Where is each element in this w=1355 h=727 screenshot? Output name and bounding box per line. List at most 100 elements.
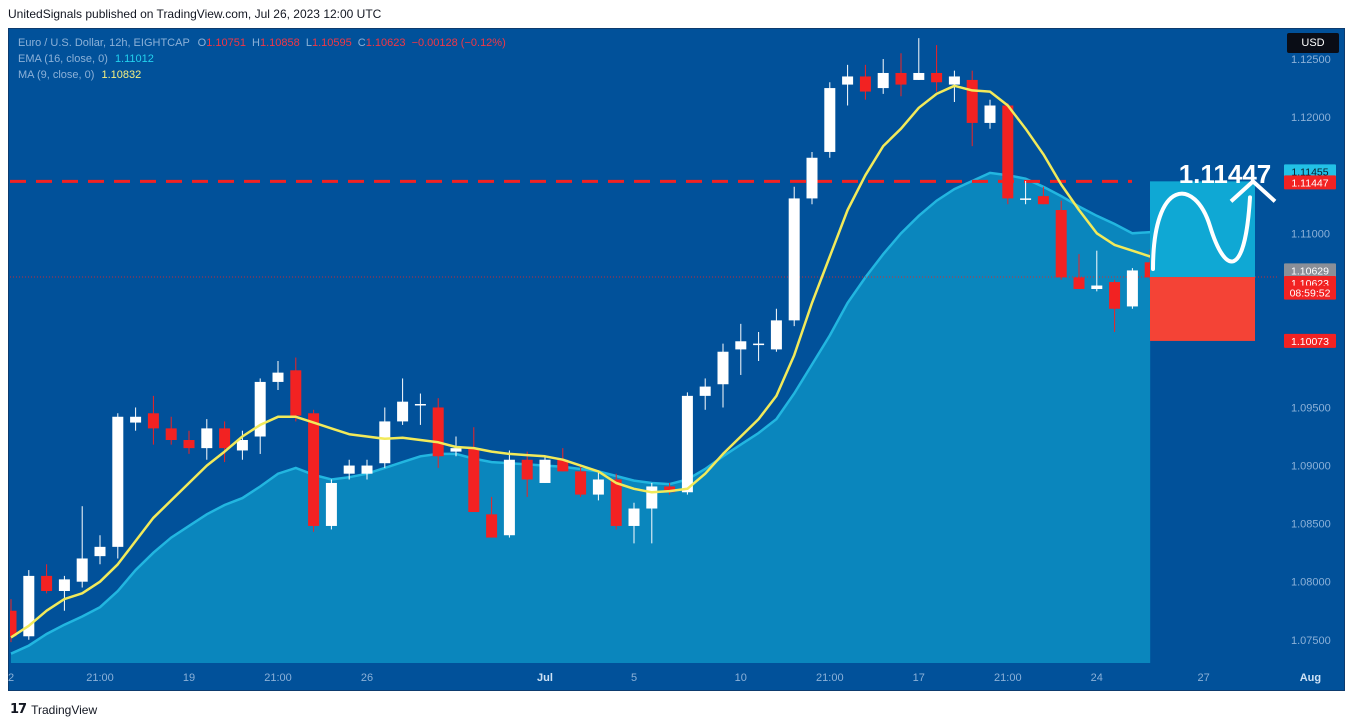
time-axis[interactable]: 2 21:00 19 21:00 26 Jul 5 10 21:00 17 21:00 24 27 Aug [8,672,1321,684]
candle-body [290,370,302,416]
publish-caption: UnitedSignals published on TradingView.c… [8,7,382,21]
ema-area-fill [11,172,1151,663]
candle-body [325,482,337,526]
candle [628,502,640,544]
candle [788,186,800,327]
candle [664,482,676,495]
price-badge-bg [1284,263,1336,278]
candle-body [735,341,747,350]
y-tick-label: 1.12000 [1291,112,1331,124]
tradingview-logo-icon: 17 [10,702,27,717]
candle-body [1020,198,1032,200]
candle [272,361,284,391]
legend-low: 1.10595 [311,37,352,49]
candle [432,398,444,468]
y-tick-label: 1.12500 [1291,54,1331,66]
legend-l-label: L [305,37,312,49]
candle-body [468,448,480,513]
y-tick-label: 1.08000 [1291,577,1331,589]
footer: 17 TradingView [10,702,97,717]
x-tick-label: 21:00 [994,672,1022,684]
candle-body [753,343,765,346]
candle [1109,279,1121,332]
candle [1055,200,1067,280]
x-tick-label: 26 [361,672,373,684]
candle [343,459,355,480]
candle [183,430,195,454]
currency-button[interactable]: USD [1287,33,1339,53]
candle [1091,250,1103,292]
candle [397,378,409,425]
x-tick-label: Jul [537,672,553,684]
candle-body [219,428,231,449]
x-tick-label: 10 [735,672,747,684]
candle-body [984,105,996,123]
y-tick-label: 1.09500 [1291,402,1331,414]
candle-body [254,381,266,437]
x-tick-label: 5 [631,672,637,684]
candle-body [41,575,53,591]
candle-body [23,575,35,637]
candle-body [681,395,693,493]
x-tick-label: 21:00 [264,672,292,684]
candle [290,357,302,422]
candle [859,64,871,100]
footer-brand: TradingView [31,702,98,717]
candle [130,407,142,431]
candle [468,427,480,513]
price-badge-text: 1.10629 [1291,265,1329,277]
candle-body [628,508,640,526]
legend-o-label: O [197,37,207,49]
legend-open: 1.10751 [206,37,246,49]
candle-body [94,546,106,557]
arrow-up-icon [1229,179,1277,203]
candle-body [1109,282,1121,309]
candle [23,570,35,640]
candle-body [147,413,159,429]
x-tick-label: 17 [913,672,925,684]
candle-body [272,372,284,382]
candle [895,53,907,97]
candle-body [10,610,17,637]
price-badge-text: 1.11447 [1291,177,1328,189]
candle [201,419,213,460]
candle-body [343,465,355,474]
candle [10,599,17,643]
candle-body [521,459,533,480]
candle-body [379,421,391,464]
price-axis[interactable]: 1.125001.120001.110001.105001.095001.090… [1291,54,1331,647]
candle [913,38,925,80]
candle [308,409,320,532]
candle-body [1091,285,1103,290]
candle-body [414,403,426,406]
candle-body [664,486,676,493]
candle [753,331,765,362]
candle [877,59,889,94]
candle-body [592,479,604,495]
price-badge: 08:59:52 [1284,285,1336,300]
price-badge: 1.10073 [1284,333,1336,348]
candle [681,392,693,495]
candle [414,393,426,425]
candle [486,496,498,538]
legend-ma-value: 1.10832 [101,69,142,81]
candle-body [966,79,978,123]
legend-ema-label: EMA (16, close, 0) [18,53,108,65]
target-projection[interactable]: 1.11447 [1150,159,1277,341]
candle-body [236,439,248,451]
ema-area [10,171,1151,663]
candle [165,416,177,445]
candle [592,471,604,501]
candle [521,451,533,497]
y-tick-label: 1.09000 [1291,461,1331,473]
candle-body [183,439,195,449]
candle-body [699,386,711,396]
candle-body [450,448,462,452]
legend-change: −0.00128 (−0.12%) [411,37,506,49]
candle [842,64,854,106]
candle-body [557,459,569,472]
candle-body [895,72,907,85]
candle [575,465,587,497]
candle-body [788,198,800,321]
